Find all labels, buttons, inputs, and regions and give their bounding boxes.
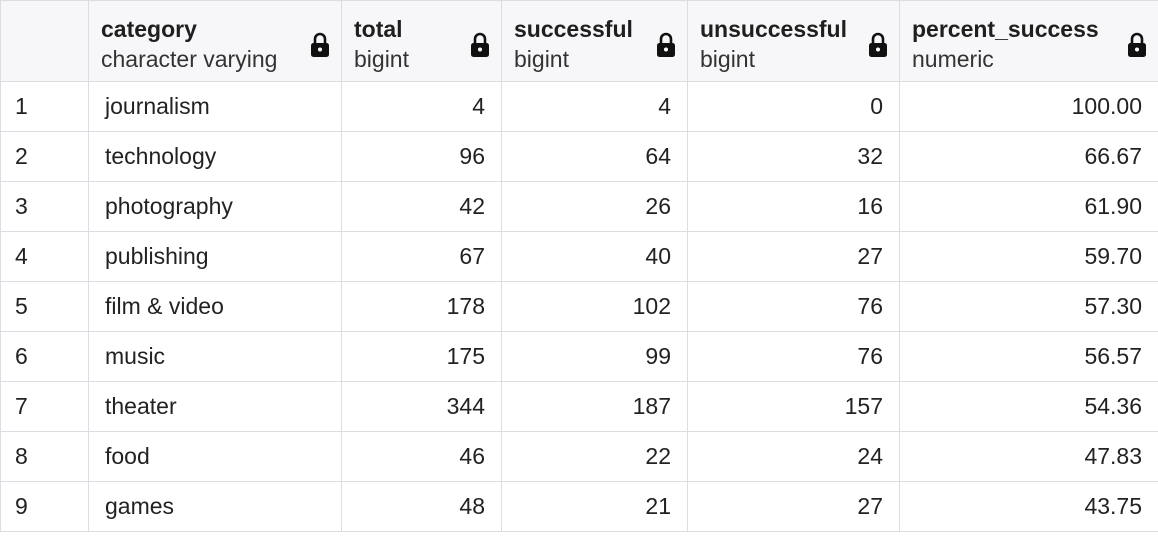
cell-percent-success[interactable]: 61.90 (899, 181, 1158, 232)
table-row[interactable]: 5 film & video 178 102 76 57.30 (0, 281, 1158, 332)
cell-category[interactable]: technology (88, 131, 342, 182)
row-number[interactable]: 3 (0, 181, 89, 232)
lock-icon (1128, 32, 1146, 57)
row-number[interactable]: 5 (0, 281, 89, 332)
column-name: successful (514, 16, 633, 42)
cell-percent-success[interactable]: 66.67 (899, 131, 1158, 182)
column-header-total[interactable]: total bigint (341, 0, 502, 82)
column-header-category[interactable]: category character varying (88, 0, 342, 82)
column-header-unsuccessful[interactable]: unsuccessful bigint (687, 0, 900, 82)
cell-percent-success[interactable]: 47.83 (899, 431, 1158, 482)
cell-total[interactable]: 175 (341, 331, 502, 382)
header-row: category character varying total bigint (0, 0, 1158, 82)
cell-unsuccessful[interactable]: 157 (687, 381, 900, 432)
cell-successful[interactable]: 26 (501, 181, 688, 232)
cell-successful[interactable]: 102 (501, 281, 688, 332)
cell-percent-success[interactable]: 57.30 (899, 281, 1158, 332)
lock-icon (311, 32, 329, 57)
cell-total[interactable]: 48 (341, 481, 502, 532)
cell-successful[interactable]: 40 (501, 231, 688, 282)
row-number[interactable]: 7 (0, 381, 89, 432)
column-header-percent-success[interactable]: percent_success numeric (899, 0, 1158, 82)
lock-icon (869, 32, 887, 57)
row-number[interactable]: 2 (0, 131, 89, 182)
cell-total[interactable]: 178 (341, 281, 502, 332)
cell-total[interactable]: 46 (341, 431, 502, 482)
cell-percent-success[interactable]: 59.70 (899, 231, 1158, 282)
cell-percent-success[interactable]: 54.36 (899, 381, 1158, 432)
cell-unsuccessful[interactable]: 76 (687, 331, 900, 382)
row-number[interactable]: 9 (0, 481, 89, 532)
row-number[interactable]: 8 (0, 431, 89, 482)
column-type: numeric (912, 46, 994, 72)
table-row[interactable]: 1 journalism 4 4 0 100.00 (0, 81, 1158, 132)
cell-category[interactable]: publishing (88, 231, 342, 282)
table-row[interactable]: 3 photography 42 26 16 61.90 (0, 181, 1158, 232)
column-name: category (101, 16, 197, 42)
cell-unsuccessful[interactable]: 27 (687, 481, 900, 532)
grid-body: 1 journalism 4 4 0 100.00 2 technology 9… (0, 81, 1158, 532)
cell-unsuccessful[interactable]: 0 (687, 81, 900, 132)
cell-percent-success[interactable]: 100.00 (899, 81, 1158, 132)
row-number[interactable]: 6 (0, 331, 89, 382)
cell-category[interactable]: music (88, 331, 342, 382)
cell-category[interactable]: photography (88, 181, 342, 232)
table-row[interactable]: 8 food 46 22 24 47.83 (0, 431, 1158, 482)
cell-successful[interactable]: 22 (501, 431, 688, 482)
cell-category[interactable]: theater (88, 381, 342, 432)
cell-percent-success[interactable]: 43.75 (899, 481, 1158, 532)
column-name: percent_success (912, 16, 1099, 42)
column-type: bigint (354, 46, 409, 72)
table-row[interactable]: 7 theater 344 187 157 54.36 (0, 381, 1158, 432)
row-number-header[interactable] (0, 0, 89, 82)
column-type: bigint (700, 46, 755, 72)
cell-category[interactable]: games (88, 481, 342, 532)
cell-successful[interactable]: 187 (501, 381, 688, 432)
cell-percent-success[interactable]: 56.57 (899, 331, 1158, 382)
cell-total[interactable]: 42 (341, 181, 502, 232)
cell-total[interactable]: 4 (341, 81, 502, 132)
table-row[interactable]: 9 games 48 21 27 43.75 (0, 481, 1158, 532)
cell-total[interactable]: 67 (341, 231, 502, 282)
row-number[interactable]: 1 (0, 81, 89, 132)
cell-unsuccessful[interactable]: 76 (687, 281, 900, 332)
column-name: unsuccessful (700, 16, 847, 42)
column-type: character varying (101, 46, 278, 72)
table-row[interactable]: 2 technology 96 64 32 66.67 (0, 131, 1158, 182)
cell-unsuccessful[interactable]: 32 (687, 131, 900, 182)
cell-unsuccessful[interactable]: 16 (687, 181, 900, 232)
cell-category[interactable]: food (88, 431, 342, 482)
cell-category[interactable]: journalism (88, 81, 342, 132)
cell-total[interactable]: 96 (341, 131, 502, 182)
cell-successful[interactable]: 64 (501, 131, 688, 182)
cell-successful[interactable]: 4 (501, 81, 688, 132)
table-row[interactable]: 6 music 175 99 76 56.57 (0, 331, 1158, 382)
cell-unsuccessful[interactable]: 27 (687, 231, 900, 282)
cell-category[interactable]: film & video (88, 281, 342, 332)
column-type: bigint (514, 46, 569, 72)
lock-icon (471, 32, 489, 57)
column-header-successful[interactable]: successful bigint (501, 0, 688, 82)
cell-total[interactable]: 344 (341, 381, 502, 432)
row-number[interactable]: 4 (0, 231, 89, 282)
lock-icon (657, 32, 675, 57)
table-row[interactable]: 4 publishing 67 40 27 59.70 (0, 231, 1158, 282)
cell-successful[interactable]: 99 (501, 331, 688, 382)
column-name: total (354, 16, 403, 42)
cell-successful[interactable]: 21 (501, 481, 688, 532)
cell-unsuccessful[interactable]: 24 (687, 431, 900, 482)
